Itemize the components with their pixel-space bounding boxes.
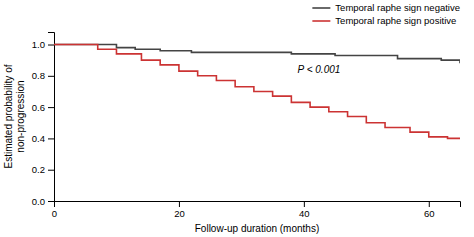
x-tick-label: 60	[424, 208, 435, 219]
x-tick: 40	[299, 201, 310, 219]
y-tick: 0.8	[32, 70, 54, 81]
y-tick-label: 1.0	[32, 39, 45, 50]
x-tick-label: 0	[52, 208, 57, 219]
x-tick-mark	[429, 201, 430, 207]
y-tick-mark	[48, 201, 54, 202]
y-axis: 0.0 0.2 0.4 0.6 0.8 1.0	[32, 33, 55, 207]
legend: Temporal raphe sign negative Temporal rap…	[312, 2, 460, 26]
legend-swatch	[312, 20, 330, 22]
y-tick-mark	[48, 138, 54, 139]
y-axis-title-line: Estimated probability of	[3, 64, 14, 168]
x-axis: 0 20 40 60	[52, 201, 461, 219]
plot-area: 0 20 40 60 0.0 0.2 0.4 0.6 0.8 1.0 Follow-up durat…	[32, 2, 461, 234]
series-line	[54, 45, 460, 139]
y-tick-mark	[48, 170, 54, 171]
x-tick-label: 20	[174, 208, 185, 219]
x-axis-line	[55, 202, 461, 208]
legend-swatch	[312, 7, 330, 9]
annotation: P < 0.001	[298, 64, 341, 75]
y-tick-label: 0.0	[32, 196, 45, 207]
x-axis-title: Follow-up duration (months)	[195, 223, 320, 234]
x-tick: 60	[424, 201, 435, 219]
y-axis-line	[48, 33, 55, 202]
chart-svg: 0 20 40 60 0.0 0.2 0.4 0.6 0.8 1.0 Follow-up durat…	[0, 0, 474, 237]
y-tick: 0.2	[32, 164, 54, 175]
legend-item: Temporal raphe sign negative	[312, 2, 460, 13]
y-tick-mark	[48, 76, 54, 77]
y-tick-mark	[48, 45, 54, 46]
y-axis-title: Estimated probability ofnon-progression	[3, 64, 26, 168]
legend-item: Temporal raphe sign positive	[312, 15, 456, 26]
y-tick-label: 0.4	[32, 133, 45, 144]
chart-container: 0 20 40 60 0.0 0.2 0.4 0.6 0.8 1.0 Follow-up durat…	[0, 0, 474, 237]
legend-label: Temporal raphe sign positive	[335, 15, 456, 26]
y-tick-label: 0.8	[32, 70, 45, 81]
y-tick: 0.6	[32, 102, 54, 113]
y-tick: 0.0	[32, 196, 54, 207]
y-tick-label: 0.2	[32, 164, 45, 175]
y-tick: 1.0	[32, 39, 54, 50]
series-line	[54, 45, 460, 64]
legend-label: Temporal raphe sign negative	[335, 2, 460, 13]
x-tick: 20	[174, 201, 185, 219]
y-tick: 0.4	[32, 133, 54, 144]
x-tick-mark	[179, 201, 180, 207]
y-tick-label: 0.6	[32, 102, 45, 113]
y-tick-mark	[48, 107, 54, 108]
lines	[54, 45, 460, 139]
x-tick: 0	[52, 201, 57, 219]
x-tick-label: 40	[299, 208, 310, 219]
y-axis-title-line: non-progression	[15, 80, 26, 152]
x-tick-mark	[304, 201, 305, 207]
